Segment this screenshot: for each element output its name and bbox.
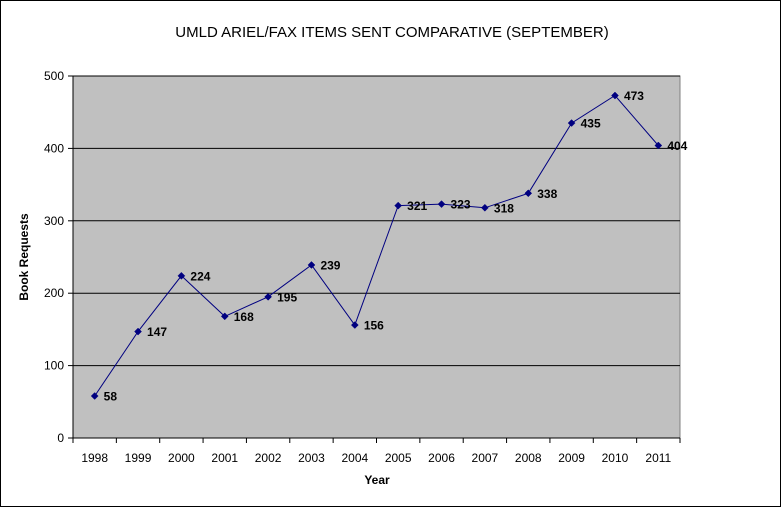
x-tick-label-2004: 2004 (341, 451, 368, 465)
data-label-2004: 156 (364, 319, 384, 333)
x-tick-labels: 1998 1999 2000 2001 2002 2003 2004 2005 2006 2007… (81, 451, 671, 465)
data-point-2009 (567, 119, 576, 127)
data-point-2011 (654, 141, 663, 150)
x-tick-label-2000: 2000 (168, 451, 195, 465)
series-line-path (94, 94, 659, 397)
x-axis-title: Year (364, 473, 390, 487)
y-tick-label-100: 100 (44, 359, 64, 373)
data-label-2008: 338 (537, 187, 557, 201)
data-label-2003: 239 (320, 258, 340, 272)
data-point-2003 (307, 261, 316, 269)
y-tick-label-400: 400 (44, 141, 64, 155)
x-tick-label-2005: 2005 (385, 451, 412, 465)
data-label-2007: 318 (494, 201, 514, 215)
x-tick-label-2001: 2001 (211, 451, 238, 465)
series-line (94, 94, 659, 397)
data-point-2005 (394, 201, 403, 210)
data-point-2010 (611, 91, 619, 100)
data-label-2011: 404 (667, 139, 687, 153)
data-point-1999 (134, 327, 142, 336)
data-point-2001 (220, 312, 229, 321)
x-tick-label-2009: 2009 (558, 451, 585, 465)
plot-area (72, 75, 681, 439)
data-label-2002: 195 (277, 290, 297, 304)
x-tick-label-2010: 2010 (602, 451, 629, 465)
data-point-2007 (481, 203, 489, 212)
data-label-2006: 323 (451, 198, 471, 212)
data-label-1999: 147 (147, 325, 167, 339)
x-tick-label-1998: 1998 (81, 451, 108, 465)
x-tick-label-2008: 2008 (515, 451, 542, 465)
axes (68, 75, 681, 443)
y-tick-label-300: 300 (44, 214, 64, 228)
y-tick-label-0: 0 (57, 431, 64, 445)
y-axis-title: Book Requests (17, 213, 31, 301)
x-tick-label-2003: 2003 (298, 451, 325, 465)
data-label-2001: 168 (234, 310, 254, 324)
data-label-2005: 321 (407, 199, 427, 213)
y-tick-label-500: 500 (44, 69, 64, 83)
chart-title: UMLD ARIEL/FAX ITEMS SENT COMPARATIVE (S… (175, 24, 608, 41)
x-tick-label-2002: 2002 (255, 451, 282, 465)
data-label-2010: 473 (624, 89, 644, 103)
y-tick-label-200: 200 (44, 286, 64, 300)
data-labels: 58 147 224 168 195 239 156 321 323 318 338 435 473 40… (104, 89, 688, 403)
data-point-2004 (350, 321, 359, 329)
y-tick-labels: 0 100 200 300 400 500 (44, 69, 64, 445)
x-tick-label-2006: 2006 (428, 451, 455, 465)
data-point-2006 (437, 200, 446, 209)
data-point-2008 (524, 189, 533, 198)
data-label-1998: 58 (104, 390, 118, 404)
data-label-2009: 435 (581, 117, 601, 131)
x-tick-label-2011: 2011 (645, 451, 671, 465)
data-point-2000 (177, 271, 186, 280)
series-markers (90, 91, 663, 400)
data-point-1998 (90, 392, 99, 400)
data-point-2002 (264, 292, 272, 301)
data-label-2000: 224 (190, 269, 210, 283)
x-tick-label-1999: 1999 (125, 451, 152, 465)
gridlines (73, 75, 680, 367)
x-tick-label-2007: 2007 (472, 451, 499, 465)
